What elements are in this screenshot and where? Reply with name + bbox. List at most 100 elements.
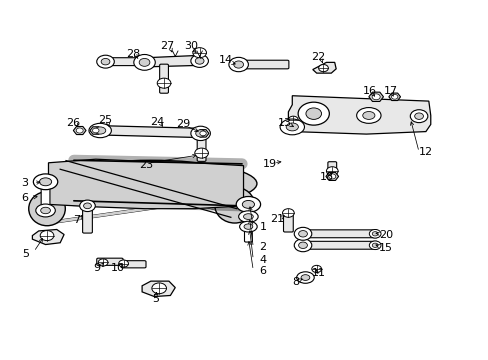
Text: 21: 21 xyxy=(270,215,284,224)
Text: 27: 27 xyxy=(160,41,174,50)
Text: 23: 23 xyxy=(139,160,153,170)
Circle shape xyxy=(92,128,99,133)
Ellipse shape xyxy=(244,224,252,229)
FancyBboxPatch shape xyxy=(299,241,377,249)
Ellipse shape xyxy=(294,239,311,252)
Ellipse shape xyxy=(285,123,298,131)
Ellipse shape xyxy=(134,54,155,70)
Text: 22: 22 xyxy=(311,52,325,62)
Ellipse shape xyxy=(94,127,105,134)
Circle shape xyxy=(200,131,206,136)
Ellipse shape xyxy=(371,243,377,247)
Polygon shape xyxy=(288,96,430,134)
Circle shape xyxy=(152,283,166,294)
Circle shape xyxy=(192,48,206,58)
Text: 20: 20 xyxy=(378,230,392,239)
Ellipse shape xyxy=(243,214,253,220)
Ellipse shape xyxy=(298,102,329,125)
Ellipse shape xyxy=(409,110,427,123)
Polygon shape xyxy=(368,92,383,102)
Ellipse shape xyxy=(97,55,114,68)
Polygon shape xyxy=(73,126,86,135)
Ellipse shape xyxy=(228,57,248,72)
Polygon shape xyxy=(48,159,243,209)
Ellipse shape xyxy=(29,192,65,226)
Text: 8: 8 xyxy=(291,277,299,287)
FancyBboxPatch shape xyxy=(97,258,123,265)
Ellipse shape xyxy=(139,58,150,66)
Ellipse shape xyxy=(190,54,208,67)
Polygon shape xyxy=(325,172,338,180)
Text: 29: 29 xyxy=(176,120,190,129)
Text: 12: 12 xyxy=(418,147,432,157)
Ellipse shape xyxy=(236,197,260,212)
Circle shape xyxy=(157,78,170,88)
Circle shape xyxy=(40,230,54,240)
FancyBboxPatch shape xyxy=(159,64,168,93)
Text: 15: 15 xyxy=(378,243,392,253)
Ellipse shape xyxy=(190,126,210,140)
Ellipse shape xyxy=(45,160,256,207)
Text: 17: 17 xyxy=(383,86,397,96)
Ellipse shape xyxy=(195,58,203,64)
Text: 11: 11 xyxy=(311,268,325,278)
Text: 6: 6 xyxy=(259,266,266,276)
Polygon shape xyxy=(90,127,102,134)
FancyBboxPatch shape xyxy=(244,228,252,242)
Ellipse shape xyxy=(296,272,314,283)
Text: 25: 25 xyxy=(98,115,112,125)
FancyBboxPatch shape xyxy=(197,136,205,161)
Text: 30: 30 xyxy=(183,41,198,50)
Circle shape xyxy=(318,64,328,72)
Ellipse shape xyxy=(233,61,243,68)
Ellipse shape xyxy=(414,113,423,120)
Text: 6: 6 xyxy=(21,193,28,203)
FancyBboxPatch shape xyxy=(327,162,336,178)
Polygon shape xyxy=(388,93,400,100)
Polygon shape xyxy=(32,229,64,244)
FancyBboxPatch shape xyxy=(121,261,146,268)
Circle shape xyxy=(119,260,128,267)
Text: 16: 16 xyxy=(363,86,377,96)
Ellipse shape xyxy=(33,174,58,190)
Circle shape xyxy=(311,265,321,273)
Ellipse shape xyxy=(214,187,254,223)
FancyBboxPatch shape xyxy=(104,58,136,66)
FancyBboxPatch shape xyxy=(299,230,377,238)
Text: 5: 5 xyxy=(152,294,159,304)
Ellipse shape xyxy=(101,58,110,65)
Polygon shape xyxy=(142,281,175,297)
Text: 5: 5 xyxy=(22,248,29,258)
Circle shape xyxy=(371,94,379,100)
FancyBboxPatch shape xyxy=(232,60,288,69)
Ellipse shape xyxy=(371,231,377,236)
Text: 7: 7 xyxy=(73,215,80,225)
Polygon shape xyxy=(94,126,204,138)
Text: 3: 3 xyxy=(21,178,28,188)
Polygon shape xyxy=(312,62,335,73)
Text: 2: 2 xyxy=(259,242,266,252)
Circle shape xyxy=(288,116,298,123)
Text: 18: 18 xyxy=(319,172,333,182)
Ellipse shape xyxy=(195,130,205,137)
Ellipse shape xyxy=(80,200,95,212)
Ellipse shape xyxy=(362,112,374,120)
Text: 28: 28 xyxy=(126,49,140,59)
Circle shape xyxy=(98,259,108,266)
Ellipse shape xyxy=(41,207,50,214)
Text: 19: 19 xyxy=(262,159,276,169)
Ellipse shape xyxy=(40,178,52,186)
Ellipse shape xyxy=(89,123,111,138)
Ellipse shape xyxy=(239,221,257,232)
Ellipse shape xyxy=(368,229,380,238)
Circle shape xyxy=(328,174,335,179)
Text: 26: 26 xyxy=(66,118,80,128)
Text: 13: 13 xyxy=(277,118,291,128)
Circle shape xyxy=(326,167,337,175)
Circle shape xyxy=(391,94,397,99)
Text: 1: 1 xyxy=(259,222,266,232)
Text: 9: 9 xyxy=(94,263,101,273)
Text: 24: 24 xyxy=(150,117,164,127)
FancyBboxPatch shape xyxy=(41,188,50,211)
Text: 4: 4 xyxy=(259,255,266,265)
